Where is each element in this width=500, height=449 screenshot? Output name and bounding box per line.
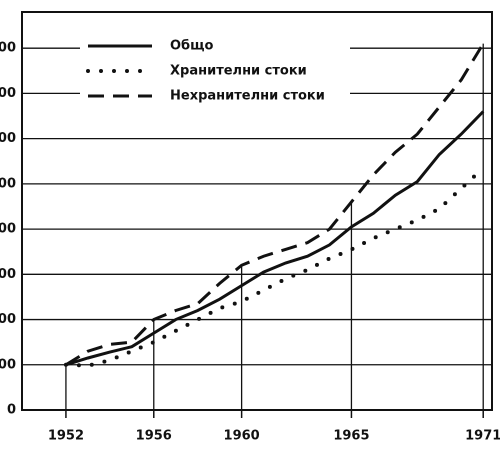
legend-label: Общо	[170, 39, 213, 54]
x-tick-label: 1960	[224, 429, 260, 444]
y-tick-label: 800	[0, 41, 16, 56]
frame	[21, 11, 493, 411]
x-tick-label: 1971	[465, 429, 500, 444]
y-tick-label: 100	[0, 357, 16, 372]
x-tick-label: 1956	[136, 429, 172, 444]
y-tick-label: 200	[0, 312, 16, 327]
legend-label: Нехранителни стоки	[170, 89, 325, 104]
legend-label: Хранителни стоки	[170, 64, 307, 79]
x-tick-label: 1965	[333, 429, 369, 444]
y-tick-label: 500	[0, 176, 16, 191]
y-tick-label: 600	[0, 131, 16, 146]
y-tick-label: 0	[7, 403, 16, 418]
x-tick-label: 1952	[48, 429, 84, 444]
y-tick-label: 700	[0, 86, 16, 101]
y-tick-label: 300	[0, 267, 16, 282]
y-tick-label: 400	[0, 222, 16, 237]
series-line	[65, 110, 485, 367]
series-line	[65, 42, 485, 367]
